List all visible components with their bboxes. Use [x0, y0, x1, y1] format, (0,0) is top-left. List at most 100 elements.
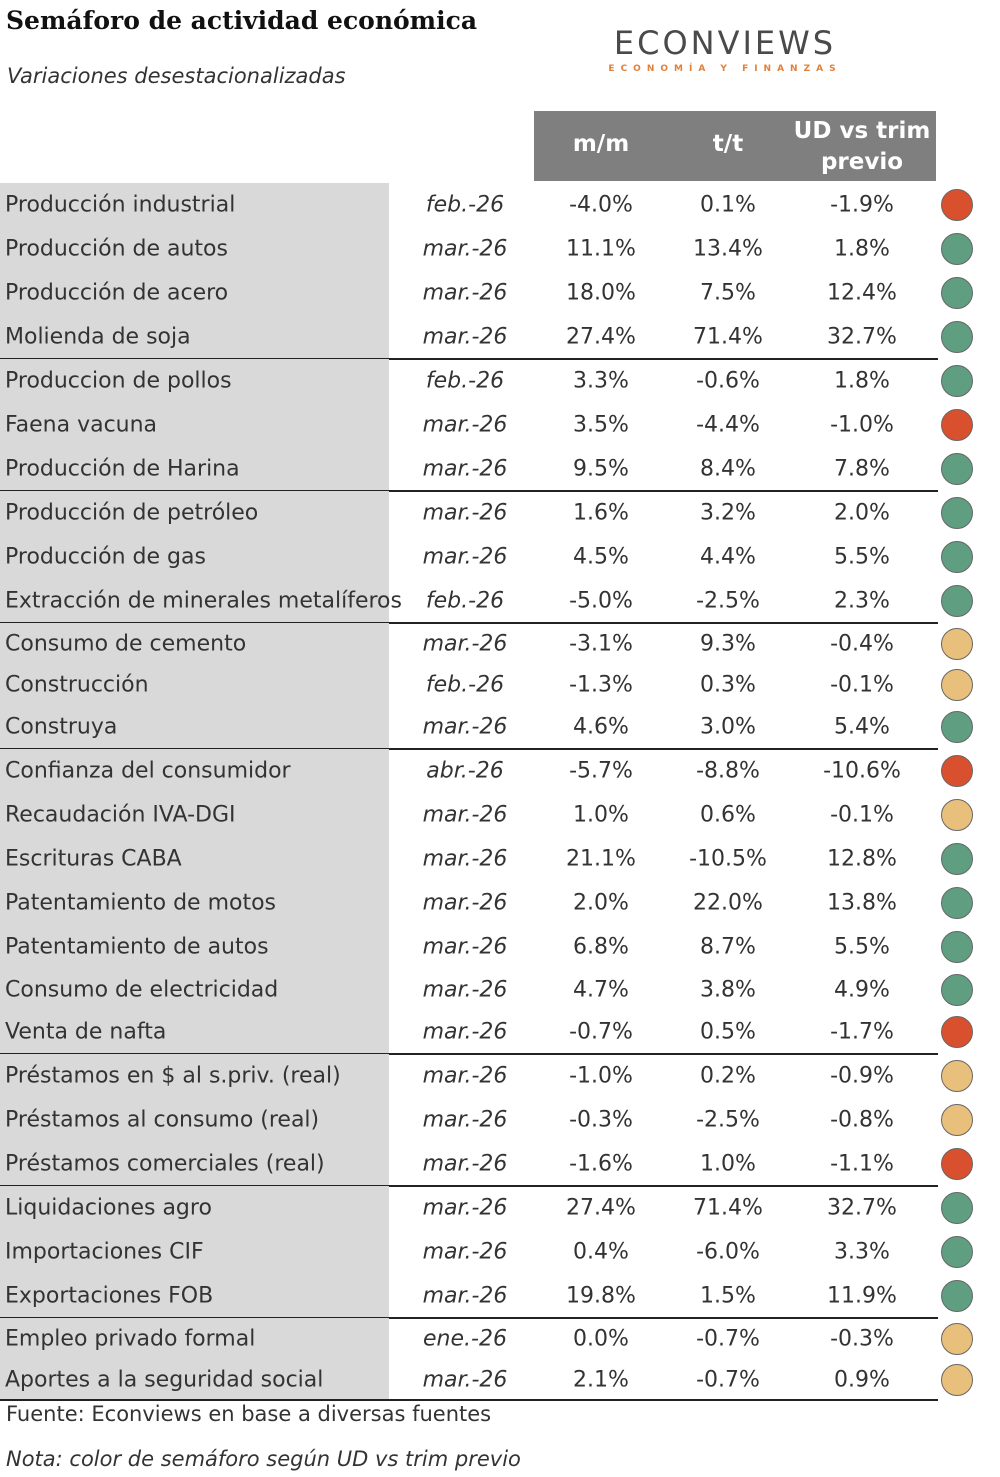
table-row: Confianza del consumidor abr.-26 -5.7% -8.8… [0, 749, 1000, 793]
table-row: Patentamiento de autos mar.-26 6.8% 8.7% 5.5… [0, 925, 1000, 969]
value-mm: 3.3% [573, 368, 629, 394]
indicator-name: Construcción [5, 672, 149, 697]
period: mar.-26 [422, 236, 508, 262]
indicator-name: Venta de nafta [5, 1019, 167, 1045]
table-row: Producción de gas mar.-26 4.5% 4.4% 5.5% [0, 535, 1000, 579]
traffic-light-green-icon [941, 843, 973, 875]
table-row: Produccion de pollos feb.-26 3.3% -0.6% 1.8% [0, 359, 1000, 403]
value-mm: 2.0% [573, 890, 629, 916]
value-tt: 1.0% [700, 1151, 756, 1177]
value-ud: 32.7% [827, 1195, 897, 1221]
value-mm: 4.6% [573, 714, 629, 740]
indicator-name: Patentamiento de motos [5, 890, 277, 916]
value-ud: -0.1% [830, 672, 894, 697]
table-header: m/m t/t UD vs trim previo [534, 111, 936, 181]
table-row: Construcción feb.-26 -1.3% 0.3% -0.1% [0, 664, 1000, 705]
row-label-shade [0, 793, 389, 837]
period: mar.-26 [422, 500, 508, 526]
period: mar.-26 [422, 1107, 508, 1133]
table-row: Producción de petróleo mar.-26 1.6% 3.2% 2.0… [0, 491, 1000, 535]
value-tt: 0.2% [700, 1063, 756, 1089]
value-mm: -1.3% [569, 672, 633, 697]
value-ud: 2.0% [834, 500, 890, 526]
value-ud: 4.9% [834, 977, 890, 1002]
page-subtitle: Variaciones desestacionalizadas [7, 64, 346, 88]
indicator-name: Producción de petróleo [5, 500, 259, 526]
value-mm: 9.5% [573, 456, 629, 482]
traffic-light-yellow-icon [941, 1060, 973, 1092]
value-ud: -1.9% [830, 192, 894, 218]
value-tt: 71.4% [693, 1195, 763, 1221]
value-mm: 0.0% [573, 1326, 629, 1351]
value-tt: -8.8% [696, 758, 760, 784]
indicator-name: Consumo de electricidad [5, 977, 279, 1002]
indicator-name: Préstamos en $ al s.priv. (real) [5, 1063, 341, 1089]
row-label-shade [0, 359, 389, 403]
traffic-light-green-icon [941, 365, 973, 397]
period: mar.-26 [422, 890, 508, 916]
period: mar.-26 [422, 1283, 508, 1309]
value-mm: 3.5% [573, 412, 629, 438]
indicator-name: Liquidaciones agro [5, 1195, 212, 1221]
value-tt: 0.3% [700, 672, 756, 697]
period: mar.-26 [422, 1367, 508, 1392]
indicator-name: Escrituras CABA [5, 846, 182, 872]
period: abr.-26 [426, 758, 504, 784]
table-row: Producción de Harina mar.-26 9.5% 8.4% 7.8% [0, 447, 1000, 492]
table-row: Producción industrial feb.-26 -4.0% 0.1% -1.… [0, 183, 1000, 227]
traffic-light-green-icon [941, 585, 973, 617]
row-label-shade [0, 183, 389, 227]
row-label-shade [0, 403, 389, 447]
period: mar.-26 [422, 324, 508, 350]
row-label-shade [0, 227, 389, 271]
period: mar.-26 [422, 544, 508, 570]
traffic-light-red-icon [941, 189, 973, 221]
indicator-name: Producción industrial [5, 192, 236, 218]
value-mm: 4.5% [573, 544, 629, 570]
value-mm: -0.7% [569, 1019, 633, 1045]
indicator-name: Importaciones CIF [5, 1239, 204, 1265]
indicator-name: Patentamiento de autos [5, 934, 269, 960]
row-label-shade [0, 579, 389, 623]
header-mm: m/m [572, 131, 630, 157]
value-tt: 13.4% [693, 236, 763, 262]
period: mar.-26 [422, 456, 508, 482]
value-ud: 5.4% [834, 714, 890, 740]
value-tt: 3.2% [700, 500, 756, 526]
value-ud: -1.0% [830, 412, 894, 438]
table-row: Extracción de minerales metalíferos feb.-… [0, 579, 1000, 624]
value-ud: 32.7% [827, 324, 897, 350]
traffic-light-green-icon [941, 931, 973, 963]
period: feb.-26 [425, 672, 505, 697]
indicator-name: Préstamos al consumo (real) [5, 1107, 320, 1133]
period: mar.-26 [422, 280, 508, 306]
value-mm: 21.1% [566, 846, 636, 872]
period: feb.-26 [425, 588, 505, 614]
value-ud: 12.4% [827, 280, 897, 306]
table-row: Importaciones CIF mar.-26 0.4% -6.0% 3.3% [0, 1230, 1000, 1274]
period: mar.-26 [422, 631, 508, 656]
value-tt: -2.5% [696, 1107, 760, 1133]
table-row: Préstamos al consumo (real) mar.-26 -0.3% -… [0, 1098, 1000, 1142]
value-tt: -0.7% [696, 1367, 760, 1392]
value-ud: 7.8% [834, 456, 890, 482]
indicator-name: Producción de acero [5, 280, 229, 306]
table-row: Recaudación IVA-DGI mar.-26 1.0% 0.6% -0.1% [0, 793, 1000, 837]
color-note: Nota: color de semáforo según UD vs trim… [6, 1447, 521, 1471]
value-tt: 7.5% [700, 280, 756, 306]
table-row: Consumo de cemento mar.-26 -3.1% 9.3% -0.4% [0, 623, 1000, 664]
row-label-shade [0, 1318, 389, 1359]
value-mm: 0.4% [573, 1239, 629, 1265]
value-tt: 8.7% [700, 934, 756, 960]
row-label-shade [0, 535, 389, 579]
table-row: Producción de acero mar.-26 18.0% 7.5% 12.4% [0, 271, 1000, 315]
row-label-shade [0, 881, 389, 925]
value-mm: -5.0% [569, 588, 633, 614]
source-note: Fuente: Econviews en base a diversas fue… [6, 1402, 492, 1426]
traffic-light-red-icon [941, 1016, 973, 1048]
traffic-light-green-icon [941, 1280, 973, 1312]
group-divider [0, 748, 938, 750]
indicator-name: Consumo de cemento [5, 631, 247, 656]
value-ud: 1.8% [834, 236, 890, 262]
table-row: Aportes a la seguridad social mar.-26 2.1%… [0, 1359, 1000, 1401]
